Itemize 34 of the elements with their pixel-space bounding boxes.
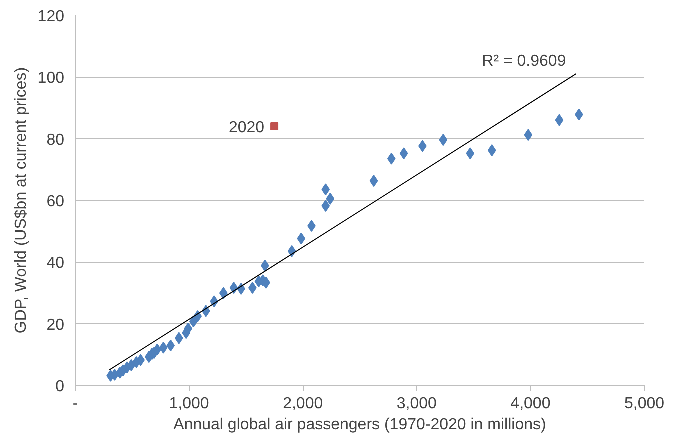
x-tick-label: - bbox=[72, 396, 78, 412]
annotation: R² = 0.9609 bbox=[482, 53, 566, 70]
y-tick-label: 60 bbox=[46, 194, 65, 210]
point bbox=[439, 134, 448, 146]
point bbox=[524, 129, 533, 142]
x-tick-label: 5,000 bbox=[624, 396, 665, 412]
point bbox=[370, 175, 378, 188]
y-tick-label: 80 bbox=[46, 132, 65, 149]
y-tick-label: 40 bbox=[46, 255, 65, 272]
point bbox=[297, 232, 306, 245]
point bbox=[127, 359, 136, 372]
point bbox=[166, 340, 176, 352]
point bbox=[387, 152, 396, 165]
y-axis-title: GDP, World (US$bn at current prices) bbox=[12, 67, 30, 334]
point bbox=[555, 114, 564, 126]
point bbox=[322, 184, 330, 196]
point bbox=[400, 148, 408, 160]
point bbox=[270, 122, 279, 130]
y-tick-label: 100 bbox=[38, 70, 65, 88]
y-tick-label: 20 bbox=[46, 316, 65, 334]
x-tick-label: 3,000 bbox=[396, 396, 438, 412]
x-axis-title: Annual global air passengers (1970-2020 in millions) bbox=[174, 416, 546, 434]
x-tick-label: 1,000 bbox=[169, 396, 210, 412]
point bbox=[466, 148, 475, 160]
annotation: 2020 bbox=[228, 120, 265, 136]
point bbox=[322, 200, 330, 212]
y-tick-label: 0 bbox=[56, 378, 65, 396]
y-tick-label: 120 bbox=[38, 8, 65, 26]
x-tick-label: 4,000 bbox=[510, 396, 551, 412]
point bbox=[326, 192, 335, 205]
point bbox=[153, 344, 162, 356]
x-tick-label: 2,000 bbox=[283, 396, 324, 412]
point bbox=[159, 342, 168, 354]
point bbox=[488, 144, 496, 157]
